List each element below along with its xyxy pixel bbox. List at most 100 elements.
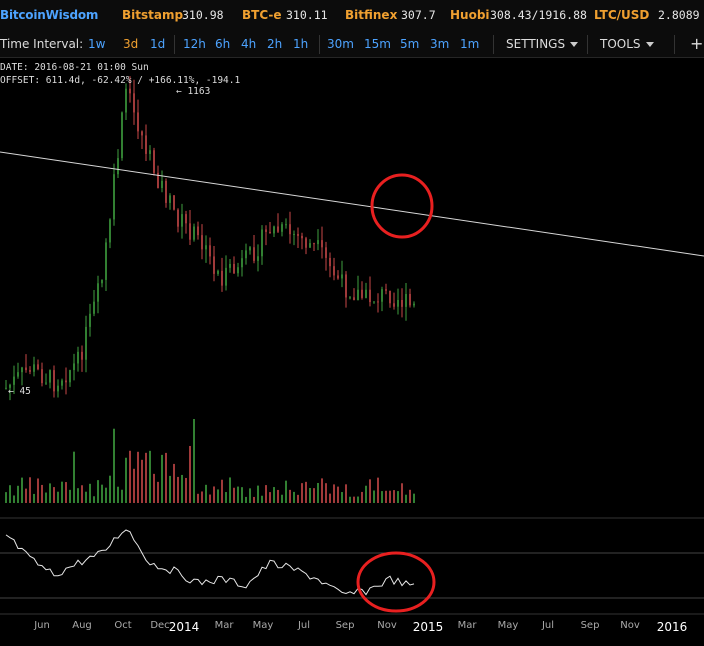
interval-1h[interactable]: 1h <box>293 37 309 51</box>
volume-bar <box>149 450 151 503</box>
interval-1d[interactable]: 1d <box>150 37 166 51</box>
candle-body <box>45 382 47 384</box>
market-name-huobi[interactable]: Huobi <box>450 8 490 22</box>
interval-4h[interactable]: 4h <box>241 37 257 51</box>
candle-body <box>177 209 179 227</box>
toolbar-divider <box>674 35 675 54</box>
interval-3m[interactable]: 3m <box>430 37 450 51</box>
candle-body <box>297 233 299 236</box>
interval-6h[interactable]: 6h <box>215 37 231 51</box>
interval-1m[interactable]: 1m <box>460 37 480 51</box>
candle-body <box>153 150 155 173</box>
interval-2h[interactable]: 2h <box>267 37 283 51</box>
candle-body <box>57 385 59 392</box>
candle-body <box>93 301 95 314</box>
volume-bar <box>197 493 199 503</box>
candle-body <box>201 235 203 250</box>
candle-body <box>217 270 219 274</box>
candle-body <box>317 240 319 245</box>
volume-bar <box>385 490 387 503</box>
candle-body <box>21 367 23 373</box>
candle-body <box>309 243 311 248</box>
market-name-bitfinex[interactable]: Bitfinex <box>345 8 398 22</box>
add-plus-icon[interactable]: + <box>690 34 704 53</box>
volume-bar <box>305 481 307 503</box>
interval-1w[interactable]: 1w <box>88 37 106 51</box>
volume-bar <box>49 483 51 503</box>
time-interval-label: Time Interval: <box>0 37 84 51</box>
toolbar-divider <box>587 35 588 54</box>
candle-body <box>117 158 119 175</box>
candle-body <box>293 233 295 235</box>
candle-body <box>381 289 383 302</box>
candle-body <box>313 243 315 245</box>
candle-body <box>257 256 259 261</box>
candle-body <box>273 226 275 234</box>
volume-bar <box>81 485 83 503</box>
candle-body <box>361 289 363 298</box>
candle-body <box>157 172 159 188</box>
x-tick-label: 2016 <box>656 620 688 634</box>
volume-bar <box>157 481 159 503</box>
candle-body <box>49 370 51 383</box>
market-name-ltcusd[interactable]: LTC/USD <box>594 8 650 22</box>
volume-bar <box>369 479 371 503</box>
x-tick-label: Nov <box>377 620 397 631</box>
candle-body <box>413 303 415 306</box>
volume-bar <box>245 496 247 503</box>
candle-body <box>129 88 131 94</box>
market-name-btce[interactable]: BTC-e <box>242 8 282 22</box>
candle-body <box>89 313 91 327</box>
candle-body <box>77 351 79 364</box>
market-name-bitstamp[interactable]: Bitstamp <box>122 8 184 22</box>
trendline[interactable] <box>0 151 704 257</box>
volume-bar <box>345 484 347 503</box>
candle-body <box>237 267 239 274</box>
volume-bar <box>33 493 35 503</box>
interval-15m[interactable]: 15m <box>364 37 391 51</box>
volume-bar <box>401 483 403 503</box>
toolbar-divider <box>174 35 175 54</box>
candle-body <box>285 224 287 226</box>
volume-bar <box>221 479 223 503</box>
volume-bar <box>105 487 107 503</box>
x-tick-label: May <box>497 620 519 631</box>
candle-body <box>245 250 247 259</box>
date-readout: DATE: 2016-08-21 01:00 Sun <box>0 62 149 73</box>
volume-bar <box>389 490 391 503</box>
volume-bar <box>57 491 59 503</box>
candle-body <box>53 370 55 392</box>
candle-body <box>105 242 107 280</box>
candle-body <box>101 279 103 284</box>
volume-bar <box>189 445 191 503</box>
candle-body <box>265 229 267 232</box>
volume-bar <box>381 491 383 503</box>
x-tick-label: Nov <box>620 620 640 631</box>
interval-12h[interactable]: 12h <box>183 37 206 51</box>
tools-menu[interactable]: TOOLS <box>600 37 654 51</box>
volume-bar <box>5 492 7 503</box>
candle-body <box>29 370 31 372</box>
candle-body <box>345 274 347 298</box>
volume-bar <box>313 488 315 503</box>
market-value-btce: 310.11 <box>286 8 328 22</box>
candle-body <box>325 247 327 258</box>
volume-bar <box>249 488 251 503</box>
interval-5m[interactable]: 5m <box>400 37 420 51</box>
volume-bar <box>309 487 311 503</box>
volume-bar <box>113 428 115 503</box>
brand-logo[interactable]: BitcoinWisdom <box>0 8 99 22</box>
settings-label: SETTINGS <box>506 37 566 51</box>
candle-body <box>249 247 251 251</box>
volume-bar <box>217 489 219 503</box>
volume-bar <box>285 480 287 503</box>
interval-30m[interactable]: 30m <box>327 37 354 51</box>
volume-bar <box>233 487 235 503</box>
volume-bar <box>181 474 183 503</box>
volume-bar <box>169 475 171 503</box>
settings-menu[interactable]: SETTINGS <box>506 37 579 51</box>
candle-body <box>269 231 271 234</box>
interval-3d[interactable]: 3d <box>123 37 139 51</box>
highlight-circle-price <box>370 173 434 239</box>
